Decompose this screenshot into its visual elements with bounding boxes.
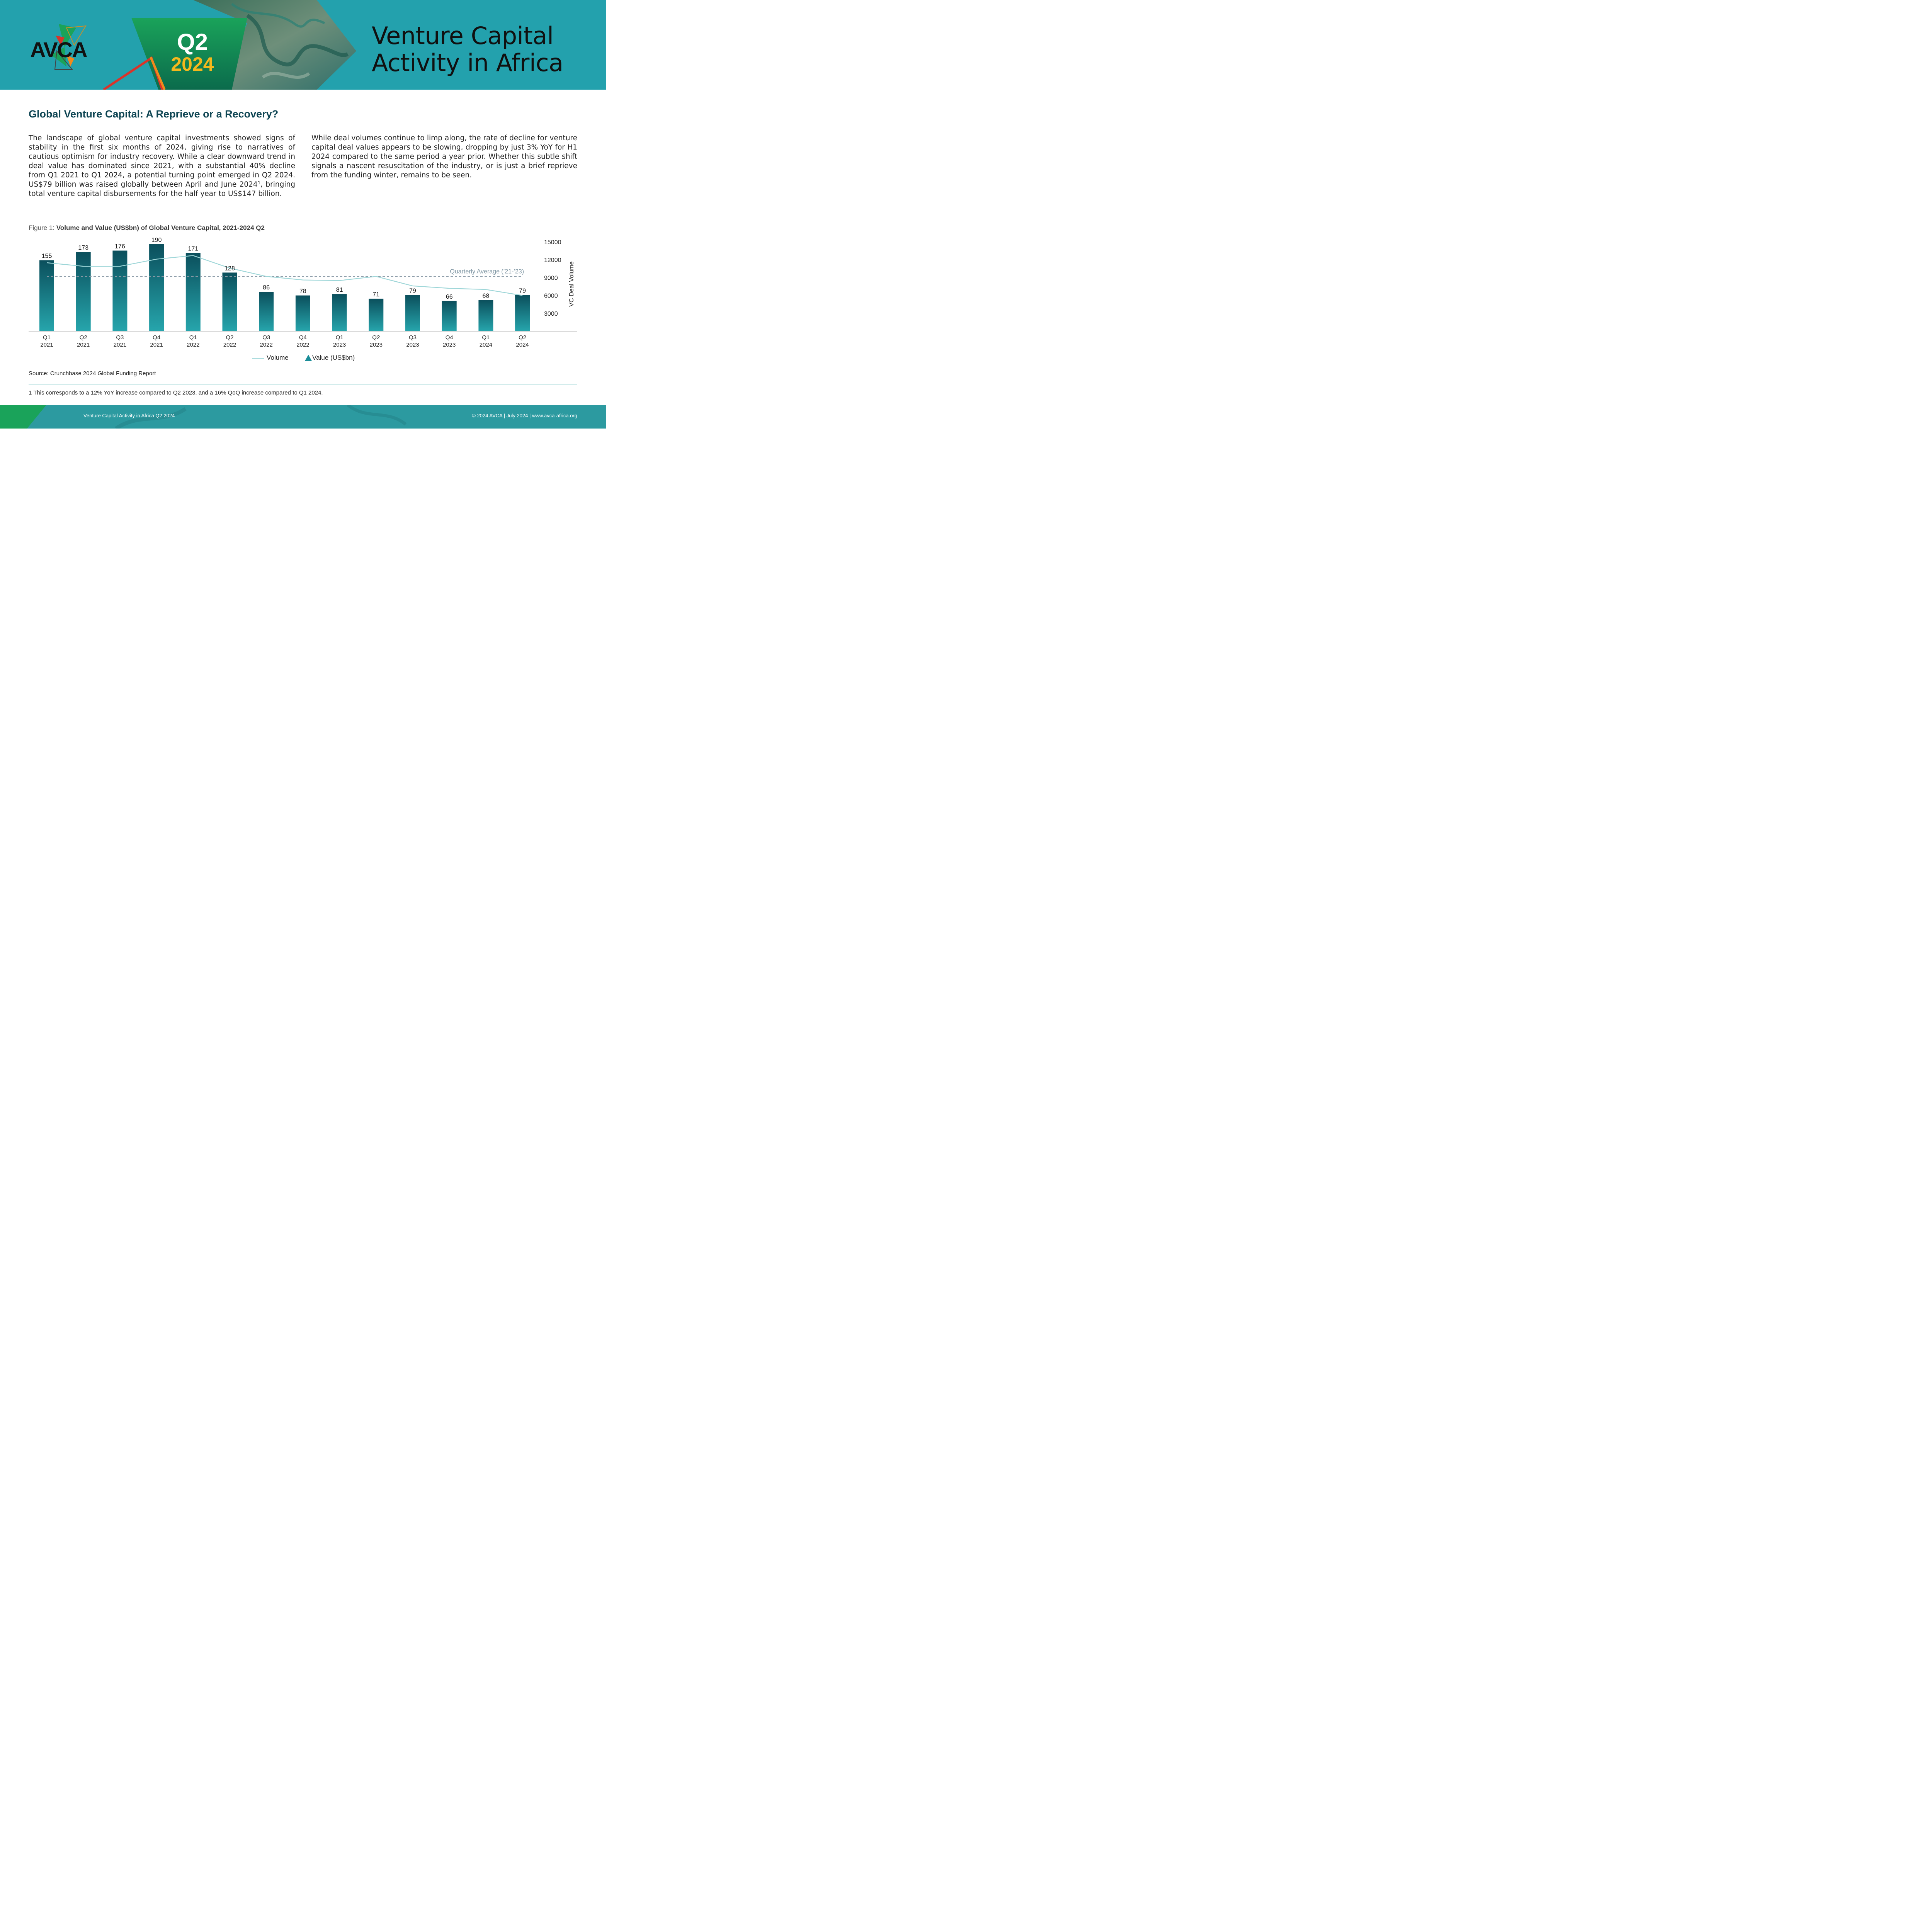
x-tick-quarter: Q3 [116, 334, 124, 341]
bar-value-label: 171 [188, 245, 198, 252]
right-axis-tick: 3000 [544, 311, 558, 317]
quarter-badge-shape [131, 18, 247, 90]
volume-value-chart: Quarterly Average (’21-’23) 155 173 176 190… [29, 237, 577, 348]
x-tick-year: 2022 [223, 342, 236, 348]
x-tick-quarter: Q2 [80, 334, 87, 341]
bar-value-label: 176 [115, 243, 125, 250]
value-bar [149, 244, 164, 331]
bar-value-label: 71 [372, 291, 379, 298]
x-tick-quarter: Q2 [226, 334, 233, 341]
x-tick-quarter: Q4 [299, 334, 307, 341]
value-bar [442, 301, 457, 331]
footer-copyright: © 2024 AVCA | July 2024 | www.avca-afric… [472, 413, 577, 418]
value-bar [515, 295, 530, 331]
bar-value-label: 86 [263, 284, 270, 291]
value-bar [39, 260, 54, 331]
quarter-label: Q2 [177, 29, 208, 55]
x-tick-quarter: Q2 [372, 334, 380, 341]
report-title: Venture Capital Activity in Africa [372, 22, 600, 77]
x-tick-quarter: Q3 [409, 334, 417, 341]
x-tick-year: 2023 [333, 342, 346, 348]
x-tick-quarter: Q1 [336, 334, 344, 341]
right-axis-tick: 15000 [544, 239, 561, 246]
x-tick-quarter: Q1 [189, 334, 197, 341]
value-bar [76, 252, 91, 331]
bar-value-label: 81 [336, 287, 343, 293]
x-tick-year: 2023 [370, 342, 383, 348]
bar-value-label: 155 [42, 253, 52, 259]
legend-label-volume: Volume [267, 354, 289, 361]
volume-line [46, 255, 523, 296]
paragraph-right: While deal volumes continue to limp alon… [311, 134, 577, 179]
right-axis-title: VC Deal Volume [568, 261, 575, 306]
accent-line-orange [150, 56, 166, 90]
header-artwork [103, 0, 356, 90]
x-tick-quarter: Q4 [153, 334, 160, 341]
value-bar [222, 272, 237, 331]
x-tick-quarter: Q4 [446, 334, 453, 341]
paragraph-left: The landscape of global venture capital … [29, 134, 295, 198]
x-tick-year: 2021 [77, 342, 90, 348]
x-tick-year: 2021 [150, 342, 163, 348]
legend-triangle-swatch [305, 355, 312, 361]
x-tick-year: 2022 [187, 342, 199, 348]
value-bar [478, 300, 493, 331]
figure-source: Source: Crunchbase 2024 Global Funding R… [29, 370, 156, 377]
value-bar [259, 292, 274, 331]
value-bar [295, 295, 310, 331]
x-tick-year: 2021 [40, 342, 53, 348]
value-bar [185, 253, 201, 331]
legend-line-swatch [252, 358, 264, 359]
right-axis-tick: 12000 [544, 257, 561, 264]
legend-label-value: Value (US$bn) [312, 354, 355, 361]
value-bar [405, 295, 420, 331]
bar-value-label: 128 [224, 265, 235, 272]
right-axis-tick: 6000 [544, 293, 558, 299]
x-tick-year: 2021 [114, 342, 126, 348]
bar-value-label: 78 [299, 288, 306, 295]
figure-caption-title: Volume and Value (US$bn) of Global Ventu… [56, 224, 265, 231]
x-tick-year: 2023 [406, 342, 419, 348]
x-tick-year: 2023 [443, 342, 456, 348]
footer-bar: Venture Capital Activity in Africa Q2 20… [0, 405, 606, 429]
footnote: 1 This corresponds to a 12% YoY increase… [29, 390, 323, 396]
x-tick-quarter: Q1 [43, 334, 51, 341]
footer-artwork [0, 405, 407, 429]
logo-wordmark: AVCA [30, 37, 88, 62]
x-tick-year: 2022 [260, 342, 273, 348]
header-banner: AVCA Q2 2024 Venture Capital Activity in… [0, 0, 606, 90]
bar-value-label: 79 [519, 287, 526, 294]
right-axis-tick: 9000 [544, 275, 558, 281]
section-heading: Global Venture Capital: A Reprieve or a … [29, 108, 279, 120]
bar-value-label: 173 [78, 245, 88, 251]
report-title-line2: Activity in Africa [372, 49, 563, 77]
x-tick-quarter: Q1 [482, 334, 490, 341]
bar-value-label: 68 [483, 293, 490, 299]
year-label: 2024 [171, 53, 214, 75]
avca-logo [51, 24, 87, 70]
x-tick-year: 2022 [296, 342, 309, 348]
value-bar [369, 298, 384, 331]
figure-caption: Figure 1: Volume and Value (US$bn) of Gl… [29, 224, 265, 232]
x-tick-quarter: Q2 [519, 334, 526, 341]
bar-value-label: 190 [151, 237, 162, 243]
value-bar [332, 294, 347, 331]
quarterly-average-label: Quarterly Average (’21-’23) [450, 268, 524, 275]
x-tick-quarter: Q3 [262, 334, 270, 341]
footer-report-name: Venture Capital Activity in Africa Q2 20… [83, 413, 175, 418]
x-tick-year: 2024 [480, 342, 492, 348]
bar-value-label: 79 [409, 287, 416, 294]
figure-caption-prefix: Figure 1: [29, 224, 56, 231]
report-title-line1: Venture Capital [372, 22, 554, 50]
x-tick-year: 2024 [516, 342, 529, 348]
bar-value-label: 66 [446, 294, 453, 300]
value-bar [112, 250, 128, 331]
